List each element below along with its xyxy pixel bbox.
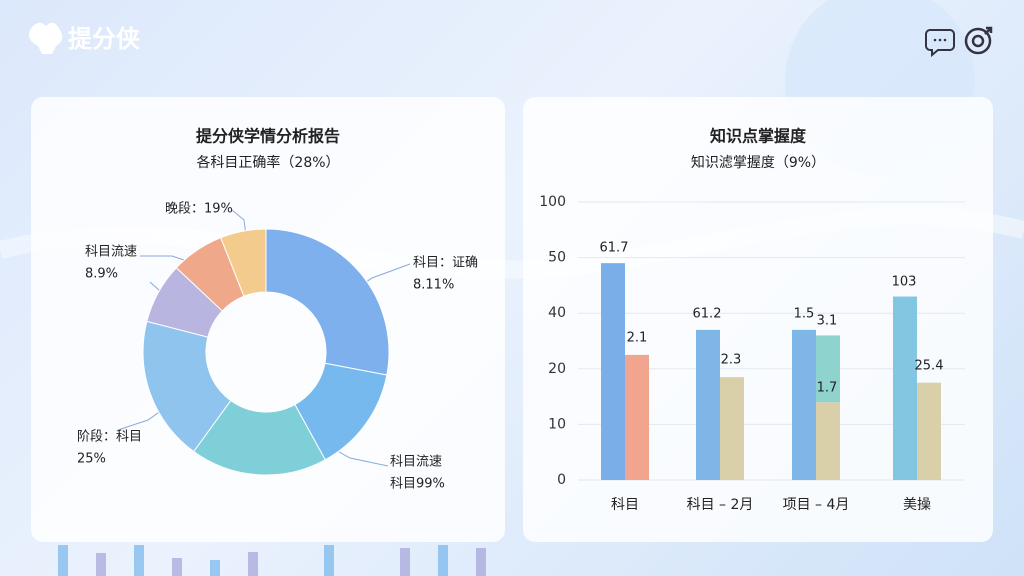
bar xyxy=(601,263,625,480)
brand: 提分侠 xyxy=(68,25,141,53)
x-tick-label: 美操 xyxy=(903,497,931,513)
bg-bars xyxy=(58,545,486,576)
segment-label: 科目流速 xyxy=(85,245,137,260)
donut-segment xyxy=(265,228,390,376)
chart-subtitle: 各科目正确率（28%） xyxy=(196,154,339,171)
y-tick-label: 50 xyxy=(548,250,566,266)
bar-label: 2.1 xyxy=(627,331,648,346)
bar-label: 3.1 xyxy=(817,314,838,329)
bar xyxy=(720,377,744,480)
donut-segment xyxy=(220,228,267,297)
chat-icon[interactable] xyxy=(925,29,955,58)
y-tick-label: 10 xyxy=(548,416,566,432)
segment-label: 8.9% xyxy=(85,267,118,282)
bar xyxy=(792,329,816,480)
bar xyxy=(893,296,917,480)
segment-label: 阶段：科目 xyxy=(77,430,142,445)
chart-title: 提分侠学情分析报告 xyxy=(196,127,340,146)
y-tick-label: 100 xyxy=(539,194,566,210)
bar-label: 1.5 xyxy=(794,307,815,322)
y-tick-label: 40 xyxy=(548,305,566,321)
segment-label: 科目流速 xyxy=(390,455,442,470)
bar-label: 61.7 xyxy=(600,241,629,256)
bar xyxy=(625,354,649,480)
bar-label: 25.4 xyxy=(915,359,944,374)
segment-label: 晚段：19% xyxy=(165,202,233,217)
card-left xyxy=(31,97,505,542)
bar xyxy=(816,335,840,403)
segment-label: 科目：证确 xyxy=(413,256,478,271)
bar xyxy=(917,382,941,480)
x-tick-label: 科目 xyxy=(611,497,639,513)
bar-label: 1.7 xyxy=(817,381,838,396)
segment-label: 8.11% xyxy=(413,278,454,293)
donut-segment xyxy=(193,399,326,476)
bar xyxy=(696,329,720,480)
bar-label: 2.3 xyxy=(721,353,742,368)
chart-title: 知识点掌握度 xyxy=(710,127,807,146)
x-tick-label: 科目 – 2月 xyxy=(687,497,754,513)
x-tick-label: 项目 – 4月 xyxy=(783,497,850,513)
profile-icon[interactable] xyxy=(964,26,993,55)
bar xyxy=(816,402,840,480)
segment-label: 25% xyxy=(77,452,106,467)
logo: 提分侠 xyxy=(29,22,141,54)
y-tick-label: 0 xyxy=(557,472,566,488)
y-tick-label: 20 xyxy=(548,361,566,377)
chart-subtitle: 知识滤掌握度（9%） xyxy=(691,154,825,171)
segment-label: 科目99% xyxy=(390,477,445,492)
bar-label: 61.2 xyxy=(693,307,722,322)
bar-label: 103 xyxy=(892,275,917,290)
